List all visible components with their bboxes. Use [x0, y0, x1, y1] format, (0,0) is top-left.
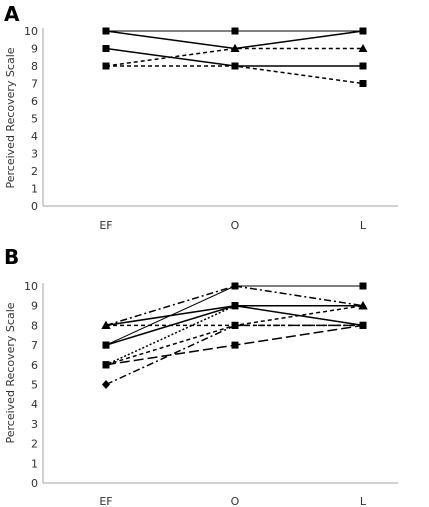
- panel-a-series-line-4: [105, 47, 363, 67]
- panel-a-series-5-point: [359, 80, 367, 87]
- panel-b-series-line-7: [105, 304, 364, 366]
- panel-a-y-tick-label: 7: [31, 78, 38, 91]
- panel-a-series-1-point: [231, 27, 239, 35]
- panel-a: A Perceived Recovery Scale 012345678910 …: [4, 2, 398, 232]
- panel-b-letter: B: [4, 245, 19, 269]
- panel-b-x-ticks: EF O L: [99, 495, 367, 507]
- panel-a-x-tick-label: L: [360, 219, 367, 232]
- panel-b-series-6-point: [231, 302, 239, 310]
- panel-a-y-tick-label: 5: [31, 113, 38, 126]
- panel-b-y-tick-label: 1: [31, 457, 38, 470]
- panel-a-y-tick-label: 1: [31, 183, 38, 196]
- panel-b-y-tick-label: 5: [31, 379, 38, 392]
- panel-b-x-tick-label: EF: [99, 495, 112, 507]
- panel-a-series-5-point: [231, 62, 239, 70]
- panel-a-x-tick-label: O: [231, 219, 240, 232]
- panel-b-series-9-point: [231, 321, 239, 329]
- panel-b: B Perceived Recovery Scale 012345678910 …: [4, 245, 398, 507]
- panel-a-y-tick-label: 8: [31, 60, 38, 73]
- panel-b-y-axis-label: Perceived Recovery Scale: [4, 302, 17, 443]
- panel-a-series: [102, 27, 368, 87]
- panel-a-y-axis-label: Perceived Recovery Scale: [4, 47, 17, 188]
- panel-a-series-4-point: [358, 44, 368, 52]
- panel-b-series-8-point: [231, 341, 239, 349]
- panel-a-y-ticks: 0 1 2 3 4 5 6 7 8 9 10: [24, 25, 38, 213]
- panel-a-series-3-point: [102, 45, 110, 52]
- panel-b-y-tick-label: 4: [31, 398, 38, 411]
- panel-a-x-ticks: EF O L: [99, 219, 367, 232]
- panel-b-y-tick-label: 7: [31, 339, 38, 352]
- panel-a-series-3-point: [359, 62, 367, 70]
- panel-b-series-3-point: [101, 320, 111, 329]
- panel-b-y-ticks: 0 1 2 3 4 5 6 7 8 9 10: [24, 280, 38, 490]
- panel-b-series-5-point: [102, 341, 110, 349]
- panel-b-series-4-point: [231, 282, 239, 290]
- panel-b-x-tick-label: O: [231, 495, 240, 507]
- panel-a-y-tick-label: 4: [31, 130, 38, 143]
- panel-a-series-2-point: [102, 27, 110, 35]
- panel-a-y-tick-label: 0: [31, 200, 38, 213]
- panel-b-series-line-4: [105, 285, 363, 346]
- panel-a-y-tick-label: 9: [31, 43, 38, 56]
- panel-b-y-tick-label: 10: [24, 280, 38, 293]
- panel-b-series-9-point: [359, 321, 367, 329]
- panel-a-y-tick-label: 3: [31, 148, 38, 161]
- panel-b-y-tick-label: 9: [31, 300, 38, 313]
- panel-b-series-line-9: [105, 324, 363, 386]
- panel-b-series-9-point: [102, 380, 110, 389]
- panel-b-y-tick-label: 2: [31, 438, 38, 451]
- panel-a-letter: A: [4, 2, 20, 26]
- panel-b-series-4-point: [359, 282, 367, 290]
- panel-b-y-tick-label: 6: [31, 359, 38, 372]
- panel-a-y-tick-label: 6: [31, 95, 38, 108]
- panel-b-series-line-6: [105, 304, 363, 366]
- panel-b-y-tick-label: 0: [31, 477, 38, 490]
- panel-b-series: [101, 282, 368, 389]
- panel-b-y-tick-label: 8: [31, 319, 38, 332]
- panel-a-series-2-point: [359, 27, 367, 35]
- panel-b-y-tick-label: 3: [31, 418, 38, 431]
- panel-b-x-tick-label: L: [360, 495, 367, 507]
- panel-a-y-tick-label: 10: [24, 25, 38, 38]
- panel-b-axes: [42, 283, 398, 484]
- panel-a-axes: [42, 28, 398, 207]
- panel-b-series-line-1: [105, 285, 364, 327]
- panel-b-series-7-point: [358, 301, 368, 310]
- panel-a-series-4-point: [230, 44, 240, 52]
- panel-a-x-tick-label: EF: [99, 219, 112, 232]
- panel-a-y-tick-label: 2: [31, 165, 38, 178]
- panel-a-series-5-point: [102, 62, 110, 70]
- panel-b-series-8-point: [102, 361, 110, 369]
